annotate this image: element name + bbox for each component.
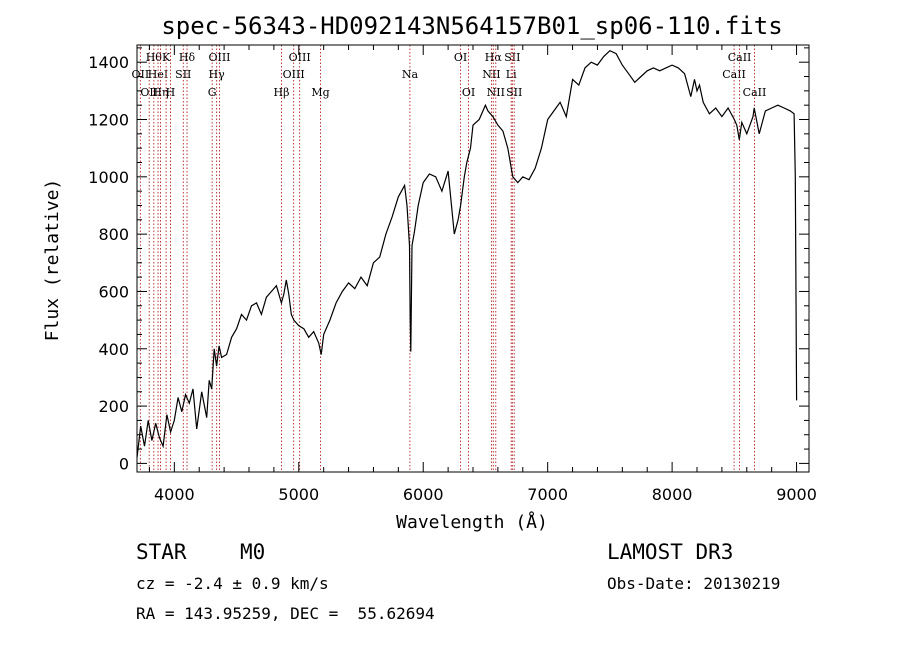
- line-label: OI: [462, 86, 475, 99]
- line-label: SII: [506, 86, 522, 99]
- y-tick-label: 400: [98, 340, 129, 359]
- y-tick-label: 1400: [88, 53, 129, 72]
- line-label: Hγ: [209, 68, 226, 81]
- redshift-value: cz = -2.4 ± 0.9 km/s: [136, 574, 329, 593]
- line-label: CaII: [722, 68, 746, 81]
- y-tick-label: 1200: [88, 111, 129, 130]
- line-label: SII: [175, 68, 191, 81]
- y-tick-label: 800: [98, 225, 129, 244]
- object-class: STAR: [136, 540, 187, 564]
- line-label: Mg: [311, 86, 329, 99]
- line-label: Hη: [152, 86, 168, 99]
- observation-date: Obs-Date: 20130219: [607, 574, 781, 593]
- x-tick-label: 8000: [652, 485, 693, 504]
- line-label: OIII: [289, 51, 311, 64]
- line-label: Li: [506, 68, 517, 81]
- y-tick-label: 0: [119, 454, 129, 473]
- line-label: SII: [504, 51, 520, 64]
- line-label: CaII: [728, 51, 752, 64]
- line-label: NII: [487, 86, 505, 99]
- y-tick-label: 200: [98, 397, 129, 416]
- spectrum-line: [136, 49, 798, 458]
- coordinates: RA = 143.95259, DEC = 55.62694: [136, 604, 435, 623]
- plot-frame: [136, 44, 810, 473]
- line-label: Hθ: [146, 51, 163, 64]
- line-label: OI: [454, 51, 467, 64]
- y-axis-label: Flux (relative): [42, 179, 63, 342]
- line-label: OII: [140, 86, 158, 99]
- y-tick-label: 600: [98, 282, 129, 301]
- line-label: Na: [402, 68, 419, 81]
- x-tick-label: 4000: [154, 485, 195, 504]
- spectral-line-markers: OII OII Hθ HeI Hη K H SII Hδ G Hγ OIII Hβ OIII OIII Mg N…: [132, 45, 767, 472]
- y-tick-label: 1000: [88, 168, 129, 187]
- line-label: Hα: [485, 51, 503, 64]
- line-label: OII: [132, 68, 150, 81]
- line-label: NII: [482, 68, 500, 81]
- line-label: OIII: [208, 51, 230, 64]
- line-label: Hβ: [274, 86, 290, 99]
- x-tick-label: 7000: [527, 485, 568, 504]
- line-label: HeI: [148, 68, 168, 81]
- chart-title: spec-56343-HD092143N564157B01_sp06-110.f…: [161, 12, 782, 40]
- axis-ticks: 4000 5000 6000 7000 8000 9000 0 200 400 600 800 100…: [88, 45, 817, 504]
- line-label: K: [162, 51, 171, 64]
- line-label: CaII: [743, 86, 767, 99]
- x-tick-label: 5000: [278, 485, 319, 504]
- x-tick-label: 9000: [776, 485, 817, 504]
- spectral-subclass: M0: [240, 540, 266, 564]
- line-label: Hδ: [179, 51, 196, 64]
- x-tick-label: 6000: [403, 485, 444, 504]
- x-axis-label: Wavelength (Å): [396, 511, 548, 533]
- survey-name: LAMOST DR3: [607, 540, 734, 564]
- line-label: G: [208, 86, 217, 99]
- line-label: OIII: [283, 68, 305, 81]
- line-label: H: [166, 86, 176, 99]
